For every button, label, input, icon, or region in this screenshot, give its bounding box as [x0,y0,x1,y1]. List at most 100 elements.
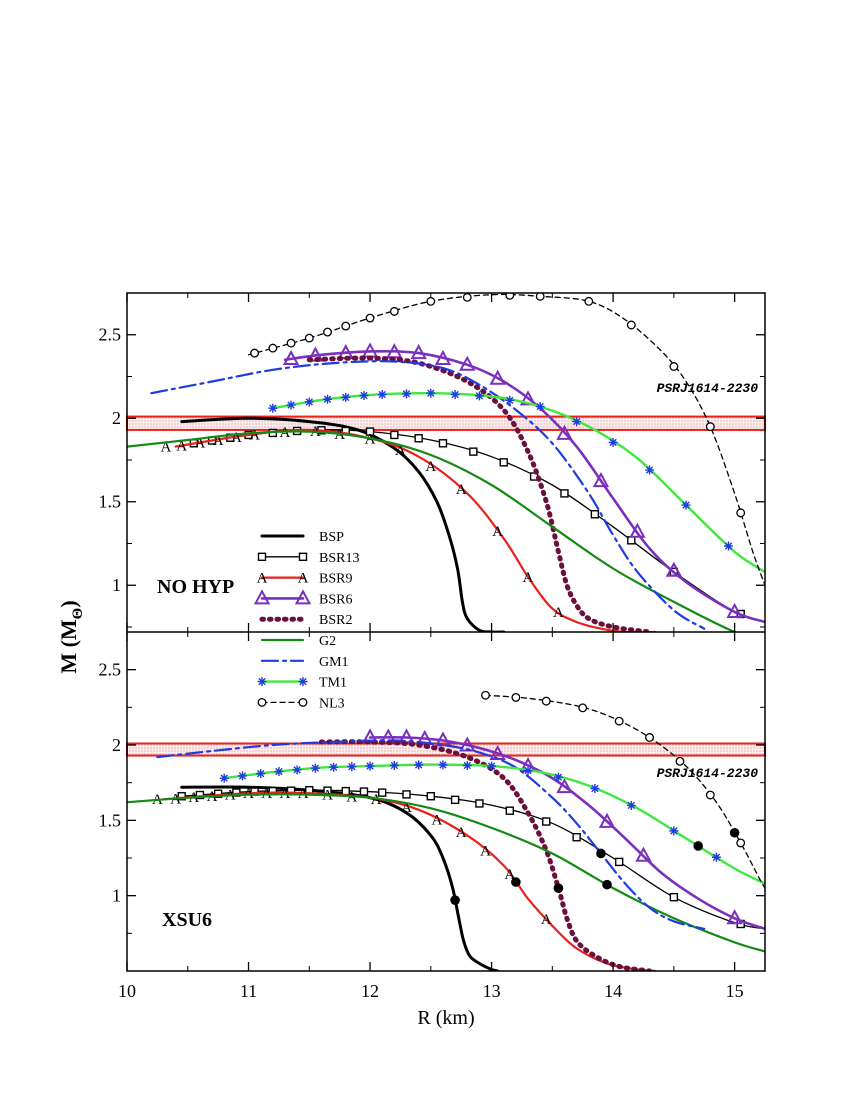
top-marker-tm1-2 [304,397,314,407]
legend-marker-nl3-left [257,697,267,707]
bottom-marker-bsr13-0 [177,792,186,801]
bottom-marker-tm1-3 [274,767,284,777]
top-line-g2 [127,430,738,632]
bottom-marker-nl3-8 [736,838,746,848]
bottom-series-bsr2 [318,739,653,971]
top-marker-bsr6-0 [282,349,300,365]
top-marker-bsr9-0: A [160,440,171,456]
top-marker-nl3-10 [505,293,515,300]
top-marker-tm1-11 [505,395,515,405]
top-marker-tm1-4 [341,392,351,402]
legend-label-bsp: BSP [319,530,344,545]
bottom-marker-bsr13-15 [475,799,484,808]
bottom-marker-tm1-15 [553,772,563,782]
bottom-line-tm1 [223,763,765,885]
xtick-label: 11 [240,981,257,1001]
bottom-marker-bsr6-5 [459,736,476,752]
y-axis-label-sub: Θ [70,608,86,620]
bottom-line-nl3 [484,694,765,889]
panel-top-label: NO HYP [157,576,234,598]
bottom-marker-bsr6-10 [635,846,652,862]
legend-item-bsr13: BSR13 [257,551,359,566]
top-marker-nl3-11 [535,293,545,301]
bottom-marker-bsr13-18 [572,833,581,842]
bottom-marker-bsr6-8 [556,778,573,794]
bottom-marker-bsr13-14 [450,795,460,805]
bottom-marker-bsr13-19 [614,857,624,867]
bottom-marker-bsr9-13: A [431,812,442,828]
bottom-marker-bsr9-11: A [371,792,382,808]
legend-item-bsr6: BSR6 [253,589,352,607]
top-marker-tm1-14 [608,437,618,447]
bottom-ytick-label: 2 [112,735,121,755]
legend-item-tm1: TM1 [257,676,347,691]
top-ytick-label: 2 [112,408,121,428]
bottom-marker-nl3-3 [578,703,588,713]
bottom-marker-bsr9-10: A [346,789,357,805]
legend-marker-tm1-left [257,677,267,687]
top-marker-bsr9-10: A [395,443,406,459]
legend-marker-bsr13-right [298,552,308,561]
top-marker-bsr9-4: A [231,430,242,446]
top-line-gm1 [150,360,706,630]
top-line-bsr13 [193,429,765,623]
legend-label-bsr9: BSR9 [319,572,352,587]
top-marker-bsr6-13 [665,561,683,577]
bottom-marker-tm1-5 [310,763,320,773]
top-marker-tm1-10 [474,391,484,401]
bottom-marker-bsr13-10 [359,787,369,796]
bottom-marker-nl3-2 [541,696,551,706]
legend-item-gm1: GM1 [260,655,349,670]
bottom-marker-nl3-5 [645,733,655,742]
bottom-ytick-label: 1 [112,886,121,906]
bottom-series-nl3 [481,690,765,889]
top-marker-tm1-0 [268,403,278,413]
top-marker-bsr6-7 [459,355,476,371]
top-line-nl3 [247,293,765,586]
top-series-nl3 [247,293,765,586]
top-series-bsr13 [189,426,765,623]
legend-label-gm1: GM1 [319,655,349,670]
top-marker-bsr6-8 [489,369,506,385]
bottom-maxmass-point-bsp-0 [450,895,460,905]
top-marker-nl3-12 [584,296,594,306]
bottom-marker-bsr9-14: A [456,825,467,841]
top-line-bsr9 [174,428,657,632]
y-axis-label-close: ) [56,600,81,607]
x-axis-label: R (km) [417,1007,474,1029]
psr-band-bottom-label: PSRJ1614-2230 [657,766,759,781]
bottom-marker-tm1-1 [237,771,247,781]
top-marker-tm1-13 [572,417,582,427]
bottom-marker-bsr13-17 [542,817,551,826]
top-marker-nl3-14 [669,362,679,371]
bottom-line-bsr13 [181,789,765,930]
bottom-marker-tm1-19 [711,852,721,862]
top-marker-bsr13-17 [627,536,636,545]
psr-band-top: PSRJ1614-2230 [126,381,766,431]
bottom-marker-bsr13-16 [505,806,514,815]
top-marker-bsr6-11 [592,472,610,488]
legend-marker-bsr9-right: A [298,571,309,587]
xtick-label: 14 [604,981,622,1001]
bottom-marker-bsr13-1 [195,790,205,800]
top-marker-tm1-1 [286,400,296,410]
bottom-marker-bsr13-11 [378,788,387,797]
top-marker-bsr9-14: A [523,570,534,586]
legend-label-g2: G2 [319,634,336,649]
bottom-marker-tm1-18 [669,826,679,836]
top-marker-bsr9-15: A [553,605,564,621]
top-marker-tm1-17 [724,541,734,551]
top-line-bsr2 [306,355,653,632]
bottom-maxmass-point-tm1-0 [693,841,703,851]
bottom-marker-bsr9-16: A [504,867,515,883]
legend-marker-tm1-right [298,677,308,687]
bottom-marker-tm1-4 [292,765,302,775]
legend-item-g2: G2 [260,634,336,649]
top-marker-nl3-9 [462,293,472,302]
bottom-series-g2 [127,793,765,953]
top-line-bsp [180,416,506,632]
top-series-bsr2 [306,355,653,632]
